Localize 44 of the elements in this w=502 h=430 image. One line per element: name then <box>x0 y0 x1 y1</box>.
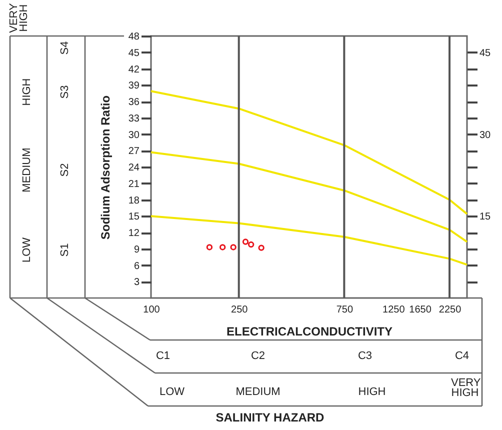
text: LOW <box>21 236 34 265</box>
text: C4 <box>454 350 470 362</box>
y-tick-label: 15 <box>128 212 140 223</box>
text: VERY HIGH <box>8 3 30 33</box>
y-tick-label: 33 <box>128 113 140 124</box>
x-tick-label: 250 <box>231 304 248 316</box>
text: S4 <box>59 40 72 57</box>
text: MEDIUM <box>21 146 34 194</box>
y-tick-label: 18 <box>128 195 140 206</box>
y2-tick-label: 15 <box>480 212 492 223</box>
x-tick-label: 2250 <box>438 304 462 316</box>
y-tick-label: 12 <box>128 228 140 239</box>
y-tick-label: 36 <box>128 97 140 108</box>
text: VERY HIGH <box>451 377 481 399</box>
x-tick-label: 1650 <box>409 304 432 316</box>
y2-tick-label: 30 <box>480 130 492 141</box>
text: S3 <box>59 84 72 101</box>
y-tick-label: 21 <box>128 178 140 190</box>
y-tick-label: 3 <box>134 277 140 288</box>
text: MEDIUM <box>234 386 282 398</box>
x-tick-label: 100 <box>143 304 160 316</box>
text: HIGH <box>357 386 387 398</box>
text: S2 <box>59 162 72 179</box>
text: HIGH <box>21 77 34 108</box>
text: SALINITY HAZARD <box>214 410 326 425</box>
y-tick-label: 42 <box>128 64 140 76</box>
text: C1 <box>154 350 172 362</box>
text: LOW <box>158 386 186 398</box>
y-tick-label: 27 <box>128 146 140 158</box>
y-tick-label: 48 <box>128 32 140 42</box>
y-tick-label: 6 <box>134 260 140 272</box>
y-tick-label: 45 <box>128 48 140 59</box>
y-tick-label: 24 <box>128 162 140 174</box>
y2-tick-label: 45 <box>480 48 492 59</box>
text: S1 <box>59 242 72 259</box>
x-tick-label: 750 <box>336 304 354 316</box>
text: C2 <box>250 350 266 362</box>
y-tick-label: 39 <box>128 80 140 92</box>
y-tick-label: 9 <box>134 244 140 256</box>
y-axis-title: Sodium Adsorption Ratio <box>98 95 112 240</box>
text: C3 <box>356 350 374 362</box>
x-axis-title: ELECTRICALCONDUCTIVITY <box>226 324 392 338</box>
x-tick-label: 1250 <box>382 304 406 316</box>
y-tick-label: 30 <box>128 130 140 141</box>
